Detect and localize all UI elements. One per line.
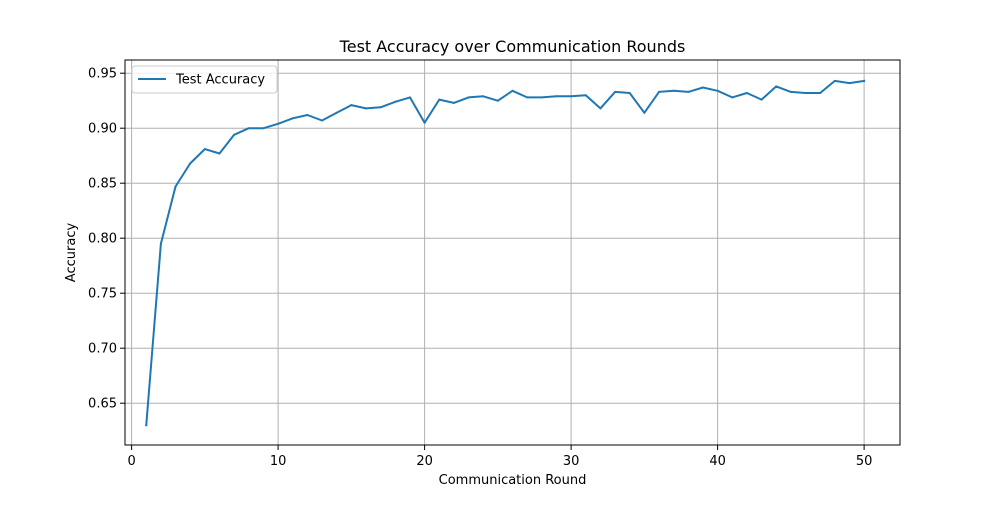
data-point bbox=[584, 94, 587, 97]
data-point bbox=[789, 90, 792, 93]
data-point bbox=[555, 95, 558, 98]
data-point bbox=[848, 82, 851, 85]
series-layer bbox=[145, 79, 866, 427]
data-point bbox=[408, 96, 411, 99]
chart-title: Test Accuracy over Communication Rounds bbox=[339, 37, 686, 56]
y-tick-label: 0.65 bbox=[88, 397, 117, 412]
data-point bbox=[687, 90, 690, 93]
x-tick-label: 30 bbox=[563, 454, 580, 469]
data-point bbox=[350, 104, 353, 107]
data-point bbox=[496, 99, 499, 102]
series-line-test-accuracy bbox=[145, 79, 866, 427]
data-point bbox=[306, 114, 309, 116]
data-point bbox=[643, 111, 646, 114]
data-point bbox=[511, 89, 514, 92]
data-point bbox=[775, 85, 778, 88]
data-point bbox=[438, 98, 441, 101]
data-point bbox=[819, 92, 822, 94]
data-point bbox=[262, 127, 265, 130]
legend: Test Accuracy bbox=[131, 65, 278, 94]
data-point bbox=[145, 424, 148, 427]
data-point bbox=[482, 95, 485, 98]
y-tick-label: 0.75 bbox=[88, 287, 117, 302]
x-tick-label: 50 bbox=[856, 454, 873, 469]
data-point bbox=[277, 122, 280, 125]
data-point bbox=[863, 79, 866, 82]
data-point bbox=[364, 107, 367, 110]
data-point bbox=[423, 121, 426, 124]
y-tick-label: 0.80 bbox=[88, 232, 117, 247]
data-point bbox=[760, 98, 763, 101]
y-tick-label: 0.90 bbox=[88, 122, 117, 137]
data-point bbox=[731, 96, 734, 99]
y-axis-label: Accuracy bbox=[64, 223, 79, 283]
data-point bbox=[614, 90, 617, 93]
data-point bbox=[394, 100, 397, 103]
data-point bbox=[570, 95, 573, 98]
data-point bbox=[599, 107, 602, 110]
data-point bbox=[672, 89, 675, 92]
data-point bbox=[335, 111, 338, 114]
data-point bbox=[804, 92, 807, 94]
axes-frame bbox=[124, 59, 901, 446]
data-point bbox=[526, 96, 529, 99]
legend-box bbox=[131, 65, 278, 94]
x-tick-label: 10 bbox=[270, 454, 287, 469]
x-axis-label: Communication Round bbox=[439, 473, 587, 488]
data-point bbox=[658, 90, 661, 93]
plot-area-background bbox=[125, 60, 900, 445]
x-tick-label: 20 bbox=[416, 454, 433, 469]
y-tick-label: 0.70 bbox=[88, 342, 117, 357]
data-point bbox=[452, 101, 455, 104]
data-point bbox=[379, 106, 382, 109]
data-point bbox=[833, 79, 836, 82]
y-tick-label: 0.95 bbox=[88, 67, 117, 82]
data-point bbox=[247, 127, 250, 130]
x-tick-label: 0 bbox=[127, 454, 135, 469]
data-point bbox=[218, 152, 221, 155]
legend-label-test-accuracy: Test Accuracy bbox=[175, 73, 265, 88]
data-point bbox=[291, 117, 294, 120]
data-point bbox=[628, 92, 631, 94]
data-point bbox=[467, 96, 470, 99]
y-tick-label: 0.85 bbox=[88, 177, 117, 192]
grid bbox=[125, 60, 900, 445]
data-point bbox=[701, 86, 704, 89]
data-point bbox=[540, 96, 543, 99]
ticks: 0 10 20 30 40 50 0.65 0.70 0.75 0.80 0.85 0.90 0.95 bbox=[88, 67, 872, 469]
data-point bbox=[189, 162, 192, 165]
data-point bbox=[174, 185, 177, 188]
data-point bbox=[321, 119, 324, 122]
data-point bbox=[716, 89, 719, 92]
data-point bbox=[203, 148, 206, 151]
data-point bbox=[745, 92, 748, 94]
data-point bbox=[159, 242, 162, 245]
data-point bbox=[233, 133, 236, 136]
x-tick-label: 40 bbox=[709, 454, 726, 469]
